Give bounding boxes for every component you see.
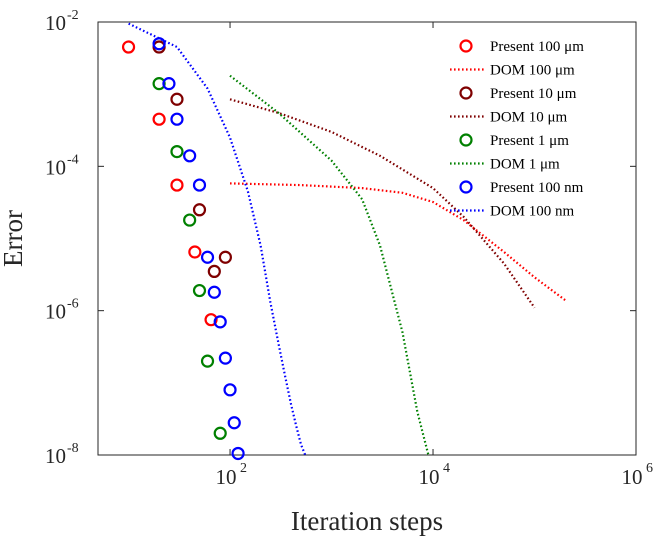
y-tick-label: 10 [45,155,66,179]
data-point [213,426,227,440]
data-point [121,40,136,54]
legend-marker [459,39,473,53]
legend-label: Present 10 μm [490,86,577,102]
legend-item: Present 10 μm [459,86,577,102]
series-6 [152,37,245,461]
series-layer [121,22,566,461]
x-tick-label-exponent: 6 [646,461,653,476]
data-point [152,77,166,91]
series-5 [229,74,430,456]
y-tick-label-exponent: -4 [67,152,79,167]
data-point [192,283,207,298]
y-tick-label: 10 [45,11,66,35]
legend-marker [459,133,473,147]
legend-label: DOM 100 nm [490,204,575,220]
legend-item: DOM 1 μm [450,157,560,173]
data-point [200,354,215,368]
series-0 [121,40,218,327]
legend-label: DOM 100 μm [490,63,575,79]
data-point [170,112,184,126]
series-1 [229,182,566,301]
y-tick-label-exponent: -2 [67,8,79,23]
y-tick-label-exponent: -6 [67,297,79,312]
data-point [170,178,184,192]
plot-frame [97,21,637,456]
legend-marker [459,180,473,194]
data-point [152,112,166,126]
y-tick-label: 10 [45,444,66,468]
axis-ticks: 10 2 10 4 10 610 -810 -610 -410 -2 [45,8,653,489]
data-point [218,250,232,264]
series-7 [128,22,307,456]
data-point [170,145,184,159]
data-point [192,203,207,217]
data-point [183,213,197,227]
y-tick-label-exponent: -8 [67,441,79,456]
data-point [152,37,166,51]
x-tick-label-exponent: 2 [240,461,247,476]
legend-item: Present 100 μm [459,39,584,55]
data-point [213,315,227,329]
x-tick-label: 10 [419,465,440,489]
legend-item: DOM 100 nm [450,204,575,220]
data-point [227,416,241,430]
legend-marker [459,86,473,100]
legend-label: Present 1 μm [490,133,569,149]
legend-item: DOM 100 μm [450,63,575,79]
legend-item: DOM 10 μm [450,110,568,126]
series-3 [229,98,536,309]
data-point [207,285,221,299]
legend-label: Present 100 nm [490,180,584,196]
data-point [218,351,232,365]
data-point [231,446,245,461]
data-point [183,149,197,163]
data-point [192,178,207,192]
series-line [229,182,566,301]
x-axis-label: Iteration steps [291,506,443,536]
x-tick-label-exponent: 4 [443,461,450,476]
x-tick-label: 10 [216,465,237,489]
y-axis-label: Error [0,210,28,267]
series-line [229,74,430,456]
legend-item: Present 1 μm [459,133,569,149]
data-point [223,383,237,397]
series-4 [152,77,227,440]
data-point [207,264,221,279]
x-tick-label: 10 [622,465,643,489]
data-point [188,245,202,259]
legend: Present 100 μm DOM 100 μm Present 10 μm DOM… [450,39,584,220]
y-tick-label: 10 [45,300,66,324]
legend-label: DOM 1 μm [490,157,560,173]
data-point [204,313,218,327]
data-point [162,77,176,91]
data-point [200,250,215,264]
legend-item: Present 100 nm [459,180,584,196]
series-line [128,22,307,456]
series-line [229,98,536,309]
data-point [170,92,184,106]
legend-label: DOM 10 μm [490,110,568,126]
legend-label: Present 100 μm [490,39,584,55]
